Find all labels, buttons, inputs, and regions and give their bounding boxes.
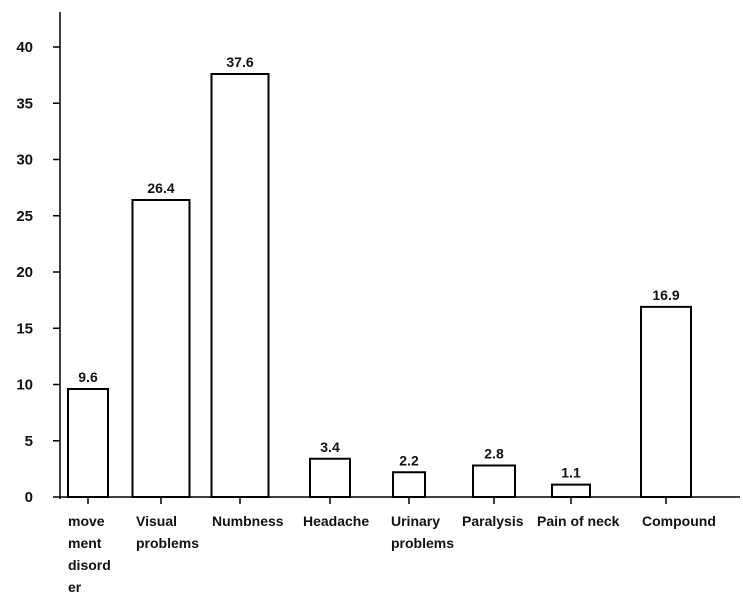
x-tick-label: Pain of neck: [537, 513, 620, 529]
y-tick-label: 20: [16, 264, 33, 281]
y-tick-label: 15: [16, 320, 33, 337]
x-tick-label: Compound: [642, 513, 716, 529]
y-tick-label: 30: [16, 152, 33, 169]
bar: [309, 457, 351, 498]
y-tick-label: 10: [16, 377, 33, 394]
bar: [131, 199, 191, 498]
bar: [67, 388, 109, 498]
category-labels-group: move ment disord er Visual problems Numbness He…: [68, 513, 716, 595]
bar: [392, 471, 426, 498]
y-axis: 0 5 10 15 20 25 30 35 40: [16, 12, 61, 506]
y-tick-label: 25: [16, 208, 33, 225]
bar: [640, 305, 692, 498]
data-label: 26.4: [147, 180, 174, 196]
x-tick-label: Visual problems: [136, 513, 199, 551]
bar: [210, 73, 270, 498]
y-tick-label: 40: [16, 39, 33, 56]
data-label: 9.6: [78, 369, 98, 385]
y-tick-label: 35: [16, 95, 33, 112]
x-axis: [60, 496, 740, 504]
data-label: 1.1: [561, 465, 581, 481]
y-tick-label: 5: [25, 433, 33, 450]
y-tick-label: 0: [25, 489, 33, 506]
x-tick-label: Urinary problems: [391, 513, 454, 551]
x-tick-label: move ment disord er: [68, 513, 111, 595]
data-label: 37.6: [226, 54, 253, 70]
bar: [551, 483, 591, 498]
x-tick-label: Headache: [303, 513, 369, 529]
data-label: 16.9: [652, 287, 679, 303]
value-labels-group: 9.6 26.4 37.6 3.4 2.2 2.8 1.1 16.9: [78, 54, 680, 481]
data-label: 2.8: [484, 446, 504, 462]
data-label: 2.2: [399, 452, 419, 468]
bars-group: [67, 73, 692, 498]
x-tick-label: Numbness: [212, 513, 284, 529]
x-tick-label: Paralysis: [462, 513, 524, 529]
data-label: 3.4: [320, 439, 340, 455]
bar: [472, 464, 516, 498]
